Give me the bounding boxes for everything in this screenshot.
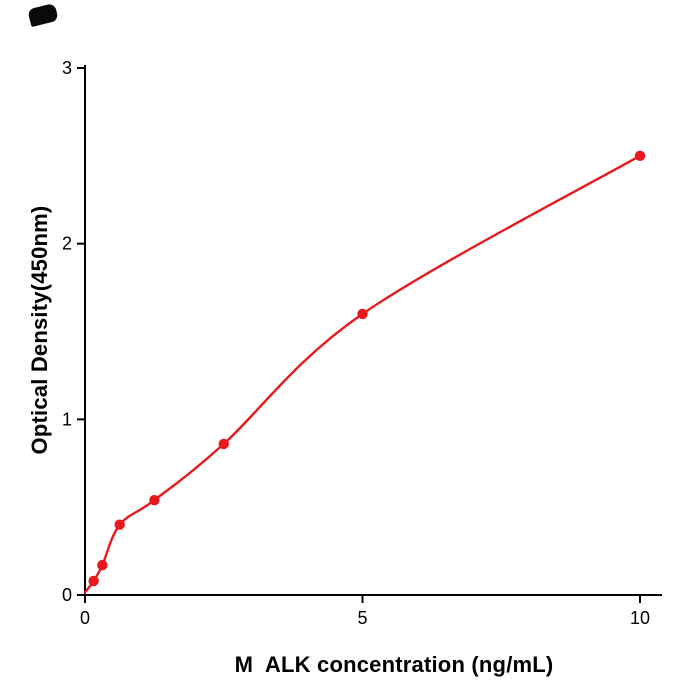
data-point [218, 438, 229, 450]
x-tick-label: 0 [80, 608, 90, 628]
y-axis-title: Optical Density(450nm) [27, 205, 52, 455]
x-axis-title: M ALK concentration (ng/mL) [234, 652, 554, 677]
data-point [149, 494, 160, 506]
data-point [357, 308, 368, 320]
data-point [114, 519, 125, 530]
data-point [88, 575, 99, 587]
x-tick-label: 5 [357, 608, 367, 628]
fit-curve [83, 154, 642, 594]
data-point [634, 150, 646, 162]
data-point [97, 559, 108, 571]
y-tick-label: 2 [62, 234, 72, 254]
x-tick-label: 10 [630, 608, 650, 628]
y-tick-label: 1 [62, 409, 72, 429]
y-tick-label: 0 [62, 585, 72, 605]
y-tick-label: 3 [62, 58, 72, 78]
